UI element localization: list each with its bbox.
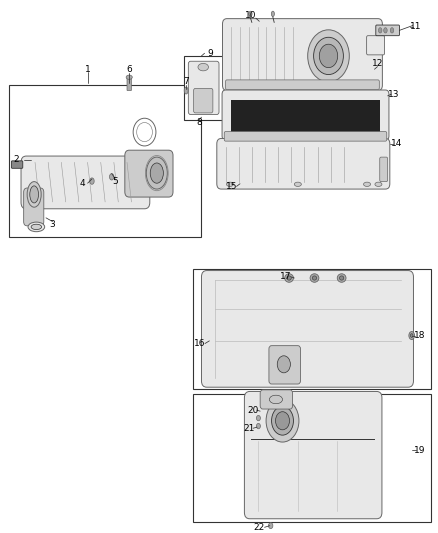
Ellipse shape xyxy=(271,11,274,17)
Ellipse shape xyxy=(256,423,260,429)
FancyBboxPatch shape xyxy=(24,188,44,226)
Text: 5: 5 xyxy=(112,176,118,185)
FancyBboxPatch shape xyxy=(11,161,23,168)
Text: 16: 16 xyxy=(194,339,205,348)
Ellipse shape xyxy=(287,276,291,280)
FancyBboxPatch shape xyxy=(226,80,379,90)
Text: 8: 8 xyxy=(196,118,202,127)
Ellipse shape xyxy=(410,334,413,337)
Ellipse shape xyxy=(409,332,414,340)
Ellipse shape xyxy=(339,276,344,280)
FancyBboxPatch shape xyxy=(367,36,385,55)
FancyBboxPatch shape xyxy=(222,90,389,140)
Text: 7: 7 xyxy=(183,77,189,86)
Ellipse shape xyxy=(310,274,319,282)
FancyBboxPatch shape xyxy=(21,156,150,209)
FancyBboxPatch shape xyxy=(193,269,431,389)
Ellipse shape xyxy=(269,395,283,403)
Ellipse shape xyxy=(312,276,317,280)
FancyBboxPatch shape xyxy=(224,132,387,141)
Text: 3: 3 xyxy=(49,220,56,229)
Text: 11: 11 xyxy=(410,22,422,31)
Text: 12: 12 xyxy=(372,59,383,68)
Text: 17: 17 xyxy=(280,272,292,281)
Ellipse shape xyxy=(27,182,41,207)
Ellipse shape xyxy=(337,274,346,282)
FancyBboxPatch shape xyxy=(217,139,390,189)
Text: 18: 18 xyxy=(414,331,425,340)
FancyBboxPatch shape xyxy=(188,61,219,115)
Text: 10: 10 xyxy=(245,12,256,20)
Ellipse shape xyxy=(226,182,233,187)
Text: 20: 20 xyxy=(247,406,259,415)
FancyBboxPatch shape xyxy=(231,100,380,132)
Text: 9: 9 xyxy=(207,49,213,58)
Ellipse shape xyxy=(90,178,94,184)
Ellipse shape xyxy=(268,523,273,529)
Ellipse shape xyxy=(110,174,114,180)
Text: 4: 4 xyxy=(80,179,85,188)
FancyBboxPatch shape xyxy=(9,85,201,237)
Text: 15: 15 xyxy=(226,182,237,191)
Ellipse shape xyxy=(276,411,290,430)
Ellipse shape xyxy=(285,274,293,282)
Text: 22: 22 xyxy=(254,523,265,532)
FancyBboxPatch shape xyxy=(127,78,131,91)
Text: 14: 14 xyxy=(391,139,402,148)
FancyBboxPatch shape xyxy=(269,346,300,384)
Text: 21: 21 xyxy=(243,424,254,433)
Ellipse shape xyxy=(146,157,167,189)
FancyBboxPatch shape xyxy=(184,56,234,120)
FancyBboxPatch shape xyxy=(201,271,413,387)
Ellipse shape xyxy=(266,399,299,442)
Ellipse shape xyxy=(277,356,290,373)
Ellipse shape xyxy=(390,28,394,33)
Ellipse shape xyxy=(150,163,163,183)
Ellipse shape xyxy=(307,30,350,82)
FancyBboxPatch shape xyxy=(194,88,213,113)
Ellipse shape xyxy=(31,224,42,230)
FancyBboxPatch shape xyxy=(376,25,399,36)
Ellipse shape xyxy=(319,44,338,68)
Text: 1: 1 xyxy=(85,64,91,74)
Ellipse shape xyxy=(378,28,382,33)
Ellipse shape xyxy=(272,406,293,435)
Ellipse shape xyxy=(294,182,301,187)
Ellipse shape xyxy=(384,28,387,33)
FancyBboxPatch shape xyxy=(125,150,173,197)
FancyBboxPatch shape xyxy=(260,390,293,409)
FancyBboxPatch shape xyxy=(223,19,382,91)
FancyBboxPatch shape xyxy=(244,391,382,519)
Text: 19: 19 xyxy=(414,446,425,455)
FancyBboxPatch shape xyxy=(193,394,431,522)
Text: 2: 2 xyxy=(14,155,19,164)
Ellipse shape xyxy=(375,182,382,187)
Text: 13: 13 xyxy=(389,90,400,99)
Ellipse shape xyxy=(249,11,252,17)
Ellipse shape xyxy=(28,222,45,232)
Text: 6: 6 xyxy=(126,64,132,74)
Ellipse shape xyxy=(256,415,260,421)
Ellipse shape xyxy=(184,87,188,94)
FancyBboxPatch shape xyxy=(380,157,388,182)
Ellipse shape xyxy=(364,182,371,187)
Ellipse shape xyxy=(198,63,208,71)
Ellipse shape xyxy=(126,75,132,79)
Ellipse shape xyxy=(314,37,343,75)
Ellipse shape xyxy=(30,186,39,203)
